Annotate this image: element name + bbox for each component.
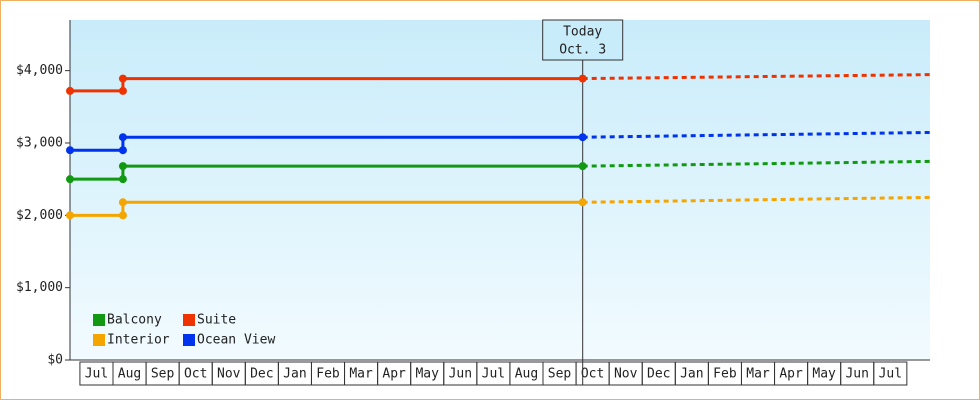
series-line [70, 164, 583, 181]
today-label: Today [563, 25, 602, 40]
x-tick-label: Jun [449, 367, 472, 382]
point [118, 211, 127, 220]
point [578, 162, 587, 171]
point [66, 211, 74, 220]
point [118, 74, 127, 83]
x-tick-box [873, 361, 908, 386]
x-tick-label: Apr [779, 367, 803, 382]
point [578, 74, 587, 83]
forecast-line [582, 73, 931, 81]
today-box [542, 19, 624, 61]
x-tick-label: Jul [482, 367, 505, 382]
legend-swatch [93, 314, 105, 326]
point [66, 146, 74, 155]
y-tick-label: $2,000 [16, 208, 63, 223]
point [118, 162, 127, 171]
x-tick-label: Jul [85, 367, 108, 382]
x-tick-label: Aug [515, 367, 538, 382]
series-line [70, 200, 583, 217]
x-tick-label: Sep [548, 367, 572, 382]
legend-label: Ocean View [197, 333, 275, 348]
legend-label: Balcony [107, 313, 162, 328]
x-tick-label: Oct [184, 367, 207, 382]
x-tick-label: Aug [118, 367, 141, 382]
today-label: Oct. 3 [559, 43, 606, 58]
x-tick-label: May [812, 367, 836, 382]
series-line [70, 135, 583, 152]
point [118, 146, 127, 155]
y-tick-label: $3,000 [16, 135, 63, 150]
y-tick-label: $0 [47, 353, 63, 368]
x-tick-label: Jun [845, 367, 868, 382]
y-tick-label: $4,000 [16, 63, 63, 78]
x-tick-label: Jan [680, 367, 703, 382]
x-tick-label: Jan [283, 367, 306, 382]
point [578, 133, 587, 142]
point [578, 198, 587, 207]
series-line [70, 77, 583, 93]
x-tick-label: Nov [217, 367, 241, 382]
x-tick-label: Dec [250, 367, 273, 382]
legend-swatch [183, 334, 195, 346]
forecast-line [582, 159, 931, 168]
legend-swatch [93, 334, 105, 346]
x-tick-label: Dec [647, 367, 670, 382]
plot-area [70, 20, 930, 360]
point [118, 198, 127, 207]
x-tick-label: May [415, 367, 439, 382]
x-tick-label: Feb [713, 367, 737, 382]
point [66, 86, 74, 95]
x-tick-label: Sep [151, 367, 175, 382]
legend-label: Interior [107, 333, 170, 348]
point [118, 133, 127, 142]
x-tick-label: Jul [879, 367, 902, 382]
forecast-line [582, 130, 931, 139]
point [118, 86, 127, 95]
forecast-line [582, 195, 931, 204]
x-tick-label: Nov [614, 367, 638, 382]
x-tick-label: Oct [581, 367, 604, 382]
point [66, 175, 74, 184]
x-tick-label: Mar [349, 367, 373, 382]
x-tick-label: Mar [746, 367, 770, 382]
y-tick-label: $1,000 [16, 280, 63, 295]
x-tick-label: Feb [316, 367, 340, 382]
point [118, 175, 127, 184]
legend-label: Suite [197, 313, 236, 328]
x-tick-label: Apr [382, 367, 406, 382]
legend-swatch [183, 314, 195, 326]
